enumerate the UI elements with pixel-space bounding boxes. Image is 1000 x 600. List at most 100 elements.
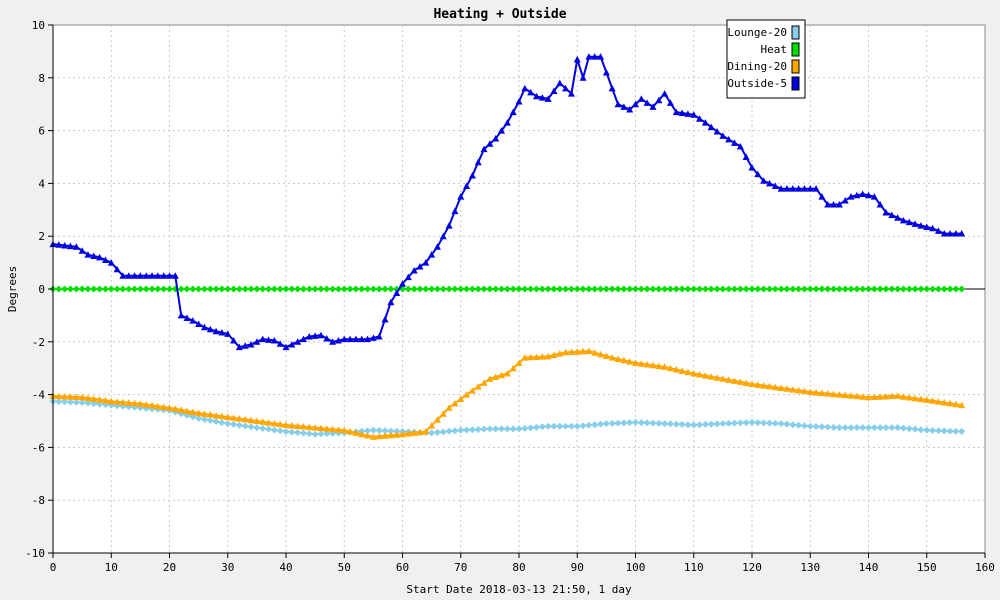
data-point [498,371,506,379]
data-point [451,285,459,293]
data-point [66,285,74,293]
data-point [72,398,80,406]
data-point [90,395,98,402]
data-point [748,164,756,171]
data-point [591,349,599,356]
data-point [684,285,692,293]
data-point [66,393,74,400]
data-point [294,338,302,345]
data-point [818,285,826,293]
data-point [463,182,471,190]
data-point [859,190,867,197]
data-point [276,427,284,435]
data-point [614,355,622,362]
data-point [142,285,150,293]
data-point [480,145,488,153]
data-point [503,119,511,126]
data-point [597,285,605,293]
data-point [299,429,307,437]
data-point [218,419,226,427]
data-point [387,285,395,293]
data-point [911,220,919,227]
data-point [905,285,913,293]
data-point [532,423,540,431]
data-point [241,285,249,293]
data-point [61,392,69,400]
data-point [96,253,104,261]
data-point [206,411,214,418]
data-point [812,423,820,431]
data-point [579,74,587,81]
data-point [626,419,634,427]
series-lounge-20 [49,397,966,438]
y-axis-label: Degrees [6,266,19,312]
data-point [725,135,733,143]
data-point [212,285,220,293]
data-point [276,285,284,293]
data-point [731,377,739,384]
data-point [72,285,80,293]
data-point [853,191,861,199]
data-point [230,285,238,293]
data-point [946,230,954,237]
data-point [399,430,406,438]
data-point [713,127,721,135]
data-point [620,356,628,364]
data-point [247,340,255,348]
data-point [329,425,337,433]
data-point [439,428,447,436]
y-tick-label: 6 [38,125,45,138]
data-point [550,351,558,358]
data-point [824,390,832,397]
x-tick-label: 40 [279,561,292,574]
data-point [789,185,797,192]
data-point [917,426,925,434]
data-point [666,99,674,106]
data-point [212,411,220,419]
data-point [317,430,325,438]
data-point [428,251,436,258]
data-point [142,401,150,408]
data-point [171,272,179,279]
data-point [725,419,733,427]
data-point [602,285,610,293]
data-point [620,419,628,427]
data-point [486,285,494,293]
data-point [806,285,814,293]
data-point [923,426,931,434]
data-point [78,393,86,401]
data-point [364,335,372,343]
data-point [375,333,383,340]
legend-swatch [791,76,800,91]
data-point [556,285,564,293]
data-point [317,285,325,293]
data-point [696,371,704,378]
data-point [358,285,366,293]
data-point [369,285,377,293]
data-point [148,272,156,279]
data-point [282,285,290,293]
data-point [824,423,832,431]
data-point [498,425,506,433]
data-point [573,348,581,355]
data-point [160,403,168,411]
data-point [334,336,342,344]
data-point [783,185,791,192]
data-point [101,256,109,263]
x-tick-label: 120 [742,561,762,574]
data-point [830,423,838,431]
data-point [731,139,739,146]
data-point [416,428,424,436]
data-point [346,285,354,293]
data-point [84,285,92,293]
data-point [923,285,931,293]
y-tick-label: -6 [32,441,45,454]
data-point [824,201,832,208]
data-point [154,272,162,279]
data-point [428,422,436,429]
data-point [800,285,808,293]
data-point [468,387,476,394]
data-point [701,372,709,379]
data-point [247,285,255,293]
x-tick-label: 50 [338,561,351,574]
